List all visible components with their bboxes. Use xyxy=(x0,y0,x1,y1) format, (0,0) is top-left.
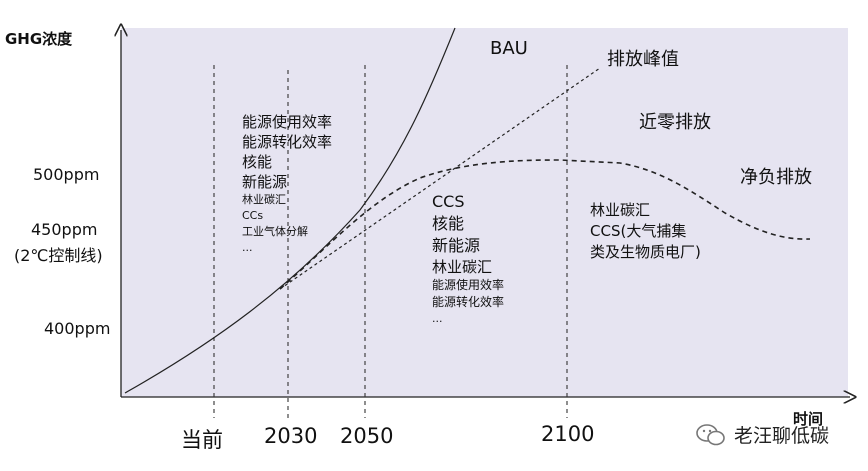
wechat-icon xyxy=(696,423,725,445)
watermark: 老汪聊低碳 xyxy=(696,421,829,448)
x-tick-2100: 2100 xyxy=(541,422,595,446)
x-tick-2050: 2050 xyxy=(340,424,394,448)
measure-item: 类及生物质电厂) xyxy=(590,243,701,261)
plot-area xyxy=(121,28,848,397)
measure-item: 新能源 xyxy=(432,236,481,255)
label-net-negative: 净负排放 xyxy=(740,167,812,188)
y-tick-2c-line: (2℃控制线) xyxy=(14,246,103,265)
x-tick-2030: 2030 xyxy=(264,424,318,448)
y-axis-label: GHG浓度 xyxy=(5,30,73,48)
y-tick-500ppm: 500ppm xyxy=(33,165,100,184)
measure-item: 能源使用效率 xyxy=(242,113,333,131)
measures-right: 林业碳汇 CCS(大气捕集 类及生物质电厂) xyxy=(590,200,701,263)
measure-item: 能源转化效率 xyxy=(242,133,333,151)
label-peak: 排放峰值 xyxy=(607,49,679,70)
bau-curve xyxy=(124,27,456,394)
peak-trend-line xyxy=(279,67,601,290)
measure-item: 林业碳汇 xyxy=(242,193,286,206)
label-bau: BAU xyxy=(490,38,528,59)
measure-item: 能源使用效率 xyxy=(432,278,505,292)
y-tick-450ppm: 450ppm xyxy=(31,220,98,239)
x-tick-now: 当前 xyxy=(181,428,223,452)
y-tick-400ppm: 400ppm xyxy=(44,319,111,338)
measures-mid: CCS 核能 新能源 林业碳汇 能源使用效率 能源转化效率 ... xyxy=(432,191,504,327)
watermark-text: 老汪聊低碳 xyxy=(734,425,830,447)
measure-item: 林业碳汇 xyxy=(432,258,493,276)
stabilization-curve xyxy=(279,159,811,290)
x-axis-label: 时间 xyxy=(793,410,824,428)
measure-item: 核能 xyxy=(432,214,465,233)
measure-item: 新能源 xyxy=(242,173,288,191)
measure-item: ... xyxy=(242,241,253,254)
measure-item: CCS xyxy=(432,192,465,211)
measure-item: 林业碳汇 xyxy=(590,201,651,219)
measure-item: CCS(大气捕集 xyxy=(590,222,687,240)
measure-item: ... xyxy=(432,312,443,325)
measure-item: 工业气体分解 xyxy=(242,225,308,238)
measure-item: 能源转化效率 xyxy=(432,295,505,309)
measures-left: 能源使用效率 能源转化效率 核能 新能源 林业碳汇 CCs 工业气体分解 ... xyxy=(242,112,332,256)
measure-item: CCs xyxy=(242,209,264,222)
measure-item: 核能 xyxy=(242,153,273,171)
label-near-zero: 近零排放 xyxy=(639,112,711,133)
